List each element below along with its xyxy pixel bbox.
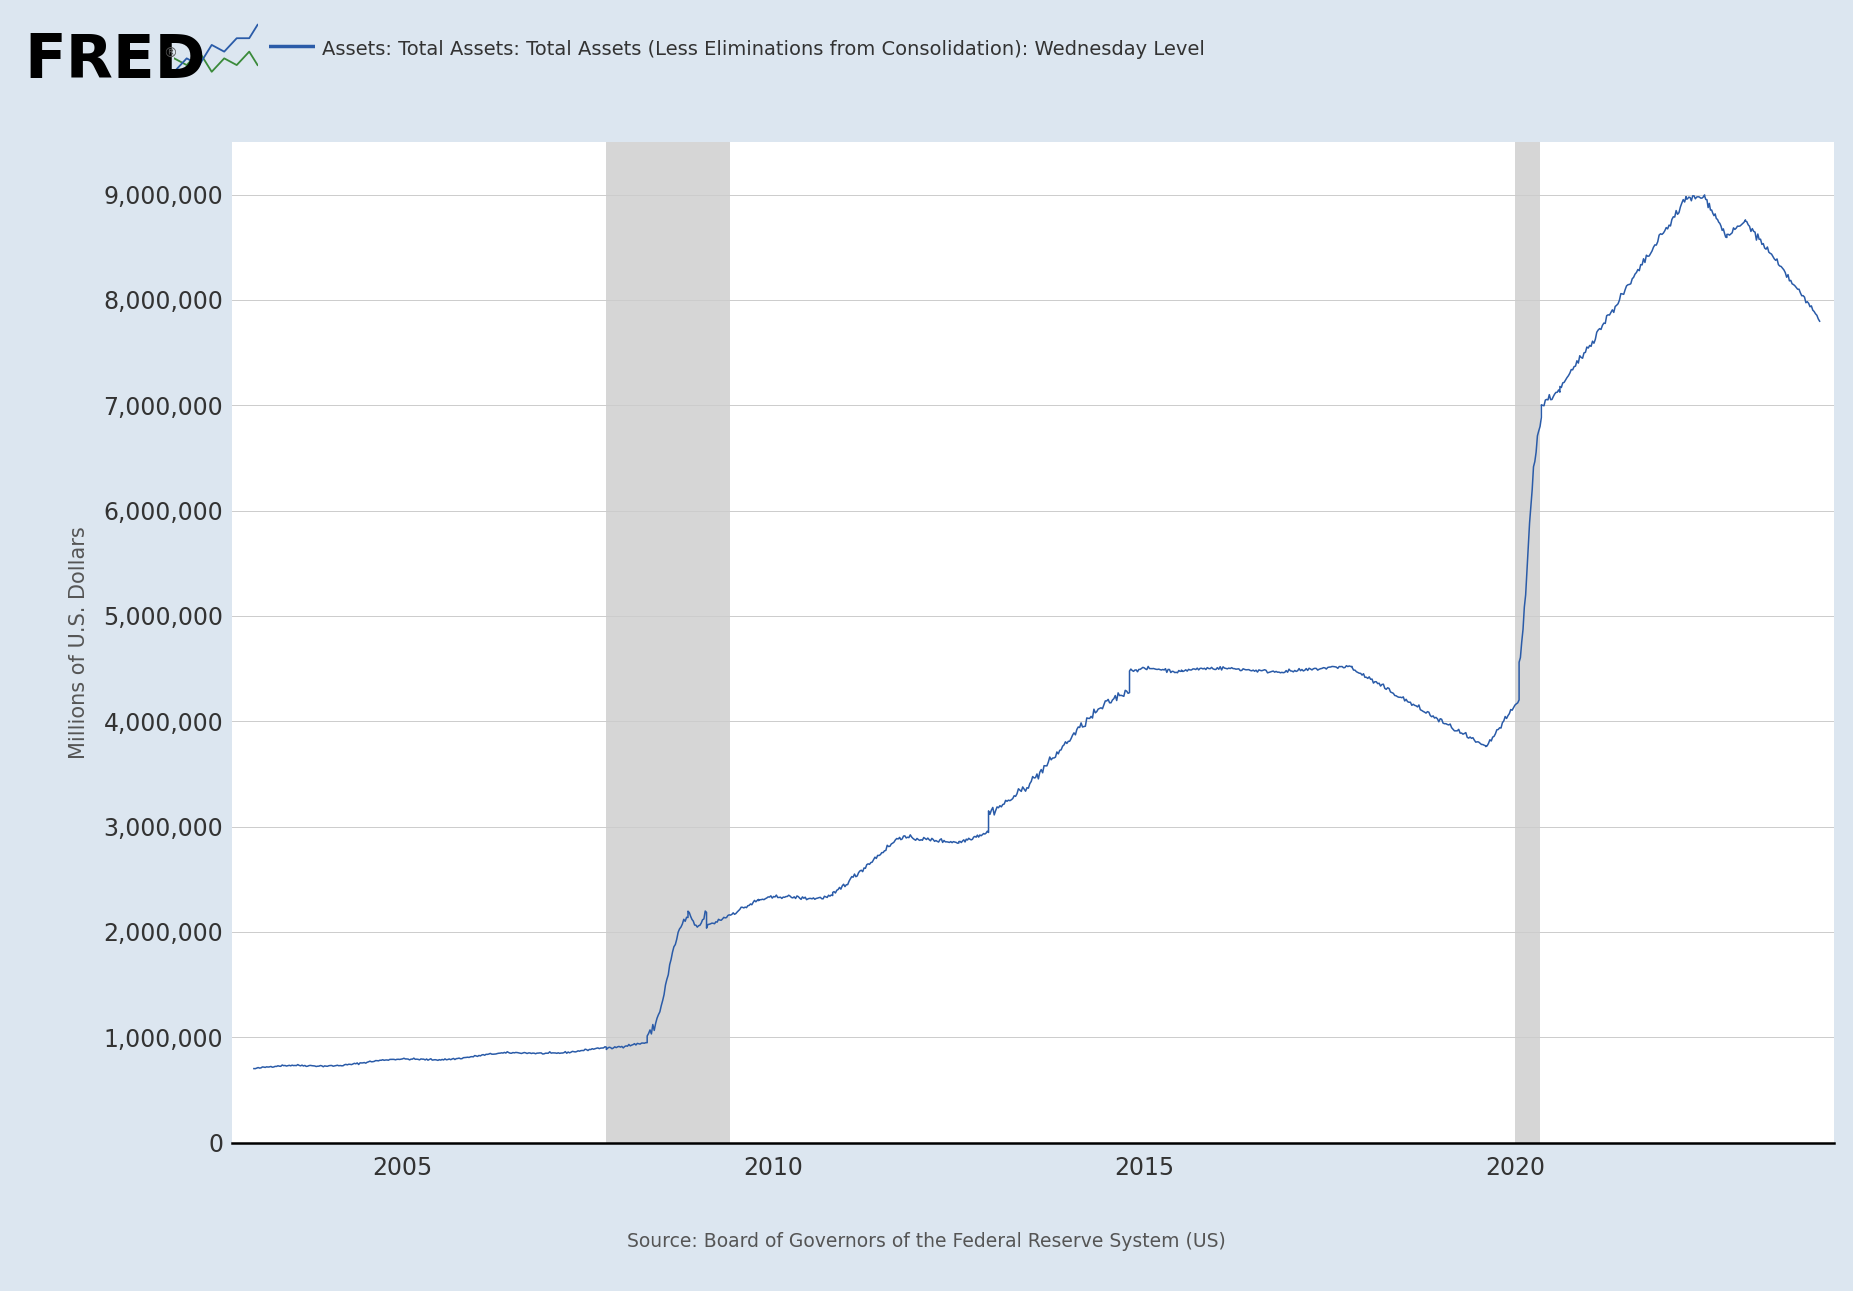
Text: FRED: FRED [24, 32, 206, 92]
Bar [1516, 142, 1540, 1143]
Text: Assets: Total Assets: Total Assets (Less Eliminations from Consolidation): Wedne: Assets: Total Assets: Total Assets (Less… [322, 40, 1204, 58]
Y-axis label: Millions of U.S. Dollars: Millions of U.S. Dollars [69, 525, 89, 759]
Text: ®: ® [163, 46, 176, 61]
Text: Source: Board of Governors of the Federal Reserve System (US): Source: Board of Governors of the Federa… [626, 1233, 1227, 1251]
Bar [606, 142, 730, 1143]
